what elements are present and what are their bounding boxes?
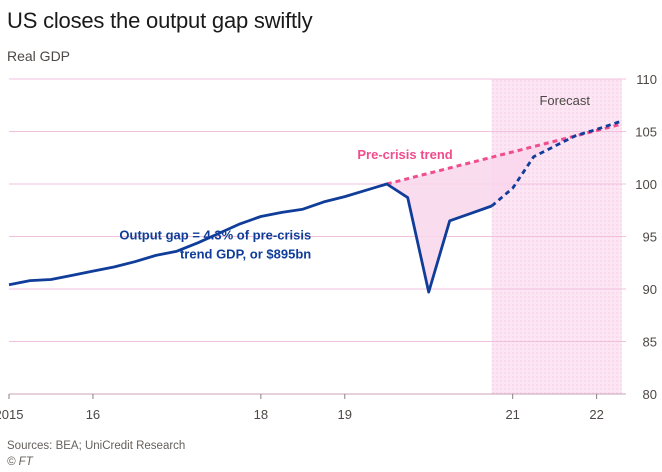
y-tick-label: 100 (635, 177, 657, 192)
y-tick-label: 80 (643, 387, 657, 402)
forecast-label: Forecast (539, 93, 590, 108)
output-gap-area (386, 124, 622, 293)
y-tick-label: 95 (643, 230, 657, 245)
x-tick-label: 22 (589, 407, 603, 422)
pre-crisis-trend-label: Pre-crisis trend (357, 147, 452, 162)
x-tick-label: 16 (86, 407, 100, 422)
gridlines (9, 78, 626, 395)
x-tick-label: 18 (254, 407, 268, 422)
y-tick-label: 110 (636, 72, 657, 87)
x-tick-label: 2015 (0, 407, 23, 422)
y-tick-label: 90 (643, 282, 657, 297)
chart-title: US closes the output gap swiftly (7, 8, 313, 33)
output-gap-label: trend GDP, or $895bn (180, 247, 311, 262)
series-lines (8, 119, 623, 294)
forecast-line (490, 119, 623, 208)
annotations: Pre-crisis trend Output gap = 4.3% of pre… (119, 147, 452, 262)
real-gdp-line (8, 182, 493, 294)
output-gap-fill (386, 124, 622, 293)
ft-credit: © FT (7, 456, 33, 468)
x-tick-label: 19 (338, 407, 352, 422)
output-gap-label: Output gap = 4.3% of pre-crisis (119, 228, 311, 243)
x-tick-label: 21 (505, 407, 519, 422)
y-tick-label: 105 (635, 125, 657, 140)
source-note: Sources: BEA; UniCredit Research (7, 440, 186, 452)
chart-subtitle: Real GDP (7, 48, 71, 64)
axis-labels: 80 85 90 95 100 105 110 2015 16 18 19 21 22 (0, 72, 657, 422)
y-tick-label: 85 (643, 335, 657, 350)
